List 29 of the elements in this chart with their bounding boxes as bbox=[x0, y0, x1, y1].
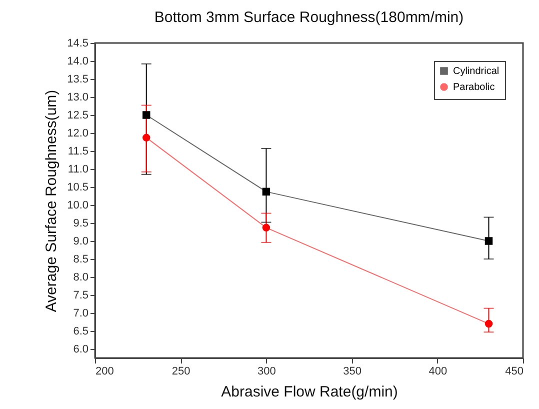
y-tick-label: 10.0 bbox=[67, 200, 88, 212]
y-tick-label: 6.0 bbox=[73, 344, 88, 356]
y-tick-label: 13.5 bbox=[67, 74, 88, 86]
x-tick-label: 400 bbox=[428, 366, 448, 378]
x-tick-label: 200 bbox=[96, 366, 114, 378]
y-tick-label: 9.5 bbox=[73, 218, 88, 230]
x-tick-label: 350 bbox=[343, 366, 362, 378]
y-tick-label: 8.0 bbox=[73, 272, 88, 284]
y-tick-label: 11.0 bbox=[68, 164, 88, 176]
y-tick-label: 12.0 bbox=[67, 128, 88, 140]
x-tick-label: 300 bbox=[258, 366, 276, 378]
y-tick-label: 11.5 bbox=[68, 146, 88, 158]
y-tick-label: 8.5 bbox=[73, 254, 88, 266]
x-tick-label: 250 bbox=[172, 366, 190, 378]
y-tick-label: 14.0 bbox=[67, 56, 88, 68]
y-tick-label: 7.0 bbox=[73, 308, 88, 320]
y-axis-title: Average Surface Roughness(um) bbox=[43, 90, 60, 312]
y-tick-label: 12.5 bbox=[67, 110, 88, 122]
y-tick-label: 7.5 bbox=[73, 290, 88, 302]
y-tick-label: 6.5 bbox=[73, 326, 88, 338]
y-tick-label: 10.5 bbox=[67, 182, 88, 194]
y-tick-label: 14.5 bbox=[67, 38, 88, 50]
x-axis-title: Abrasive Flow Rate(g/min) bbox=[221, 384, 398, 400]
y-tick-label: 13.0 bbox=[67, 92, 88, 104]
legend-label: Cylindrical bbox=[453, 66, 500, 77]
chart-title: Bottom 3mm Surface Roughness(180mm/min) bbox=[154, 9, 464, 26]
legend-label: Parabolic bbox=[453, 82, 495, 93]
y-tick-label: 9.0 bbox=[73, 236, 88, 248]
x-tick-label: 450 bbox=[505, 366, 524, 378]
